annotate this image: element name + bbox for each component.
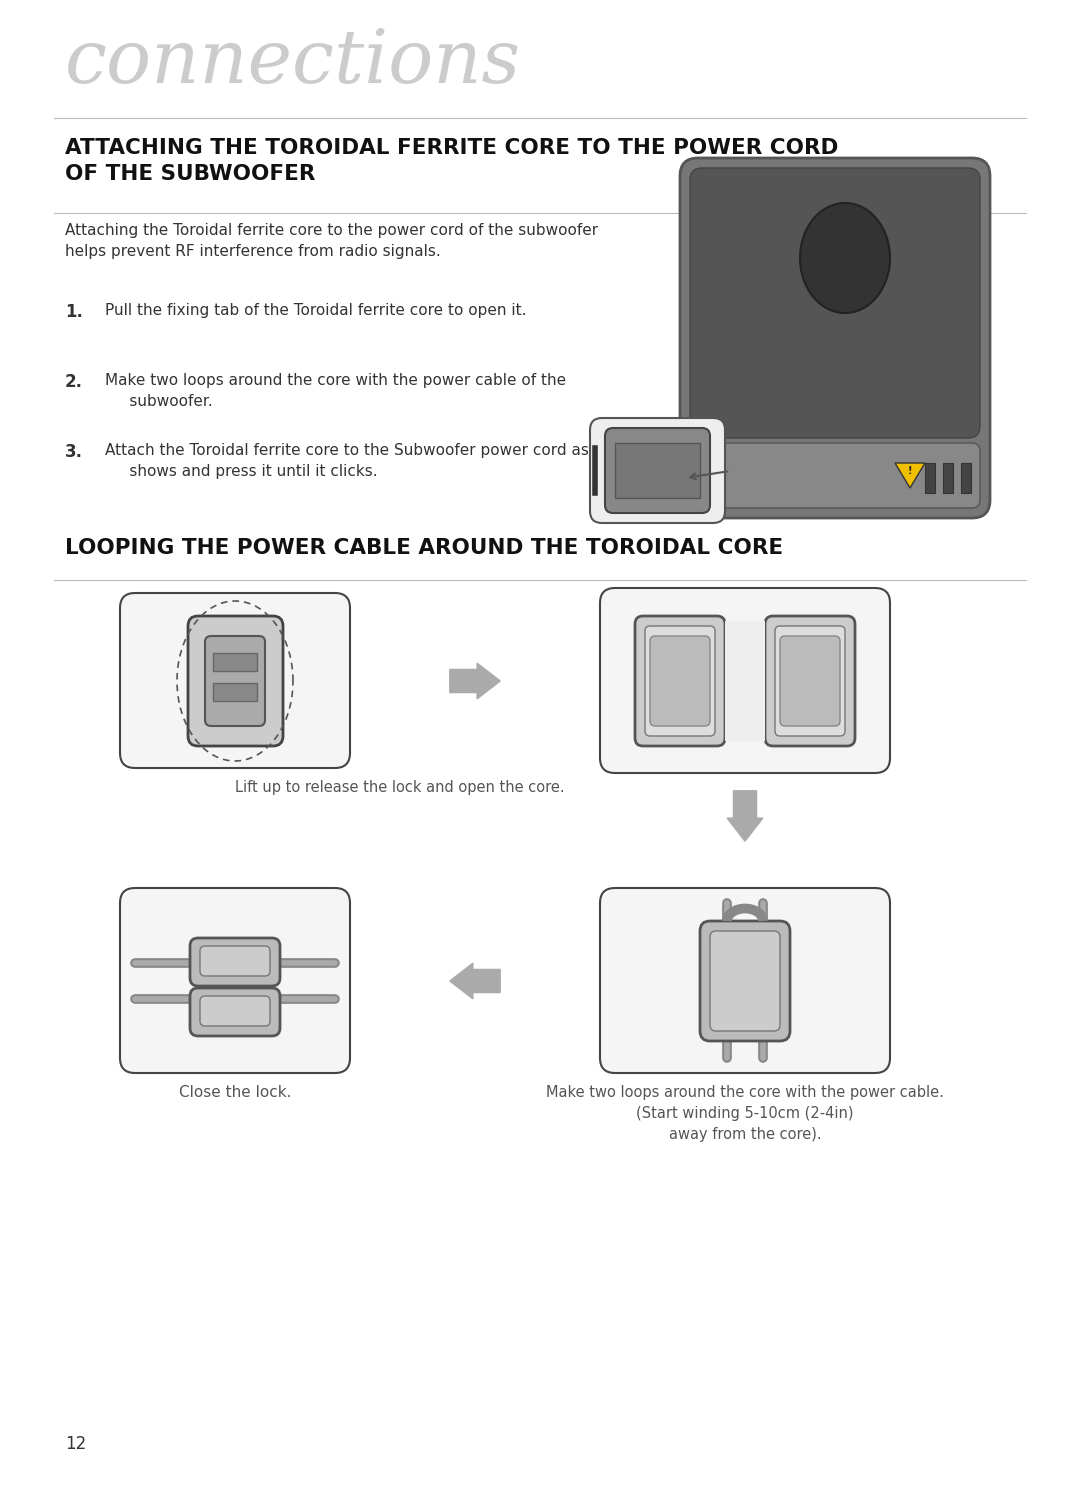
FancyBboxPatch shape bbox=[190, 937, 280, 987]
FancyArrow shape bbox=[727, 790, 762, 841]
FancyBboxPatch shape bbox=[600, 888, 890, 1073]
FancyBboxPatch shape bbox=[200, 995, 270, 1027]
Bar bbox=[615, 443, 700, 498]
FancyBboxPatch shape bbox=[120, 888, 350, 1073]
FancyBboxPatch shape bbox=[205, 635, 265, 726]
Bar bbox=[213, 653, 257, 671]
FancyArrow shape bbox=[449, 664, 500, 699]
Ellipse shape bbox=[800, 202, 890, 312]
Text: Close the lock.: Close the lock. bbox=[179, 1085, 292, 1100]
FancyBboxPatch shape bbox=[780, 635, 840, 726]
FancyBboxPatch shape bbox=[635, 616, 725, 745]
Text: Attaching the Toroidal ferrite core to the power cord of the subwoofer
helps pre: Attaching the Toroidal ferrite core to t… bbox=[65, 223, 598, 259]
Bar bbox=[943, 463, 953, 493]
FancyBboxPatch shape bbox=[700, 921, 789, 1042]
Text: 2.: 2. bbox=[65, 373, 83, 391]
Text: Attach the Toroidal ferrite core to the Subwoofer power cord as the figure
     : Attach the Toroidal ferrite core to the … bbox=[105, 443, 669, 479]
Text: Make two loops around the core with the power cable.
(Start winding 5-10cm (2-4i: Make two loops around the core with the … bbox=[546, 1085, 944, 1141]
Bar bbox=[961, 463, 971, 493]
FancyBboxPatch shape bbox=[650, 635, 710, 726]
FancyBboxPatch shape bbox=[200, 946, 270, 976]
Text: ATTACHING THE TOROIDAL FERRITE CORE TO THE POWER CORD
OF THE SUBWOOFER: ATTACHING THE TOROIDAL FERRITE CORE TO T… bbox=[65, 138, 838, 185]
Text: Lift up to release the lock and open the core.: Lift up to release the lock and open the… bbox=[235, 780, 565, 795]
Bar bbox=[725, 620, 765, 741]
Text: Make two loops around the core with the power cable of the
     subwoofer.: Make two loops around the core with the … bbox=[105, 373, 566, 409]
FancyBboxPatch shape bbox=[710, 931, 780, 1031]
Text: 3.: 3. bbox=[65, 443, 83, 461]
Text: 1.: 1. bbox=[65, 304, 83, 321]
FancyBboxPatch shape bbox=[690, 168, 980, 437]
FancyBboxPatch shape bbox=[120, 594, 350, 768]
FancyBboxPatch shape bbox=[680, 158, 990, 518]
FancyBboxPatch shape bbox=[645, 626, 715, 737]
FancyBboxPatch shape bbox=[765, 616, 855, 745]
Bar bbox=[213, 683, 257, 701]
Text: Pull the fixing tab of the Toroidal ferrite core to open it.: Pull the fixing tab of the Toroidal ferr… bbox=[105, 304, 527, 318]
Text: 12: 12 bbox=[65, 1434, 86, 1452]
FancyBboxPatch shape bbox=[188, 616, 283, 745]
Polygon shape bbox=[895, 463, 924, 488]
Text: LOOPING THE POWER CABLE AROUND THE TOROIDAL CORE: LOOPING THE POWER CABLE AROUND THE TOROI… bbox=[65, 539, 783, 558]
Text: connections: connections bbox=[65, 25, 521, 98]
FancyBboxPatch shape bbox=[605, 429, 710, 513]
FancyArrow shape bbox=[449, 963, 500, 998]
Bar bbox=[924, 463, 935, 493]
FancyBboxPatch shape bbox=[600, 588, 890, 772]
Text: !: ! bbox=[908, 466, 913, 476]
FancyBboxPatch shape bbox=[190, 988, 280, 1036]
FancyBboxPatch shape bbox=[690, 443, 980, 507]
FancyBboxPatch shape bbox=[590, 418, 725, 522]
FancyBboxPatch shape bbox=[775, 626, 845, 737]
